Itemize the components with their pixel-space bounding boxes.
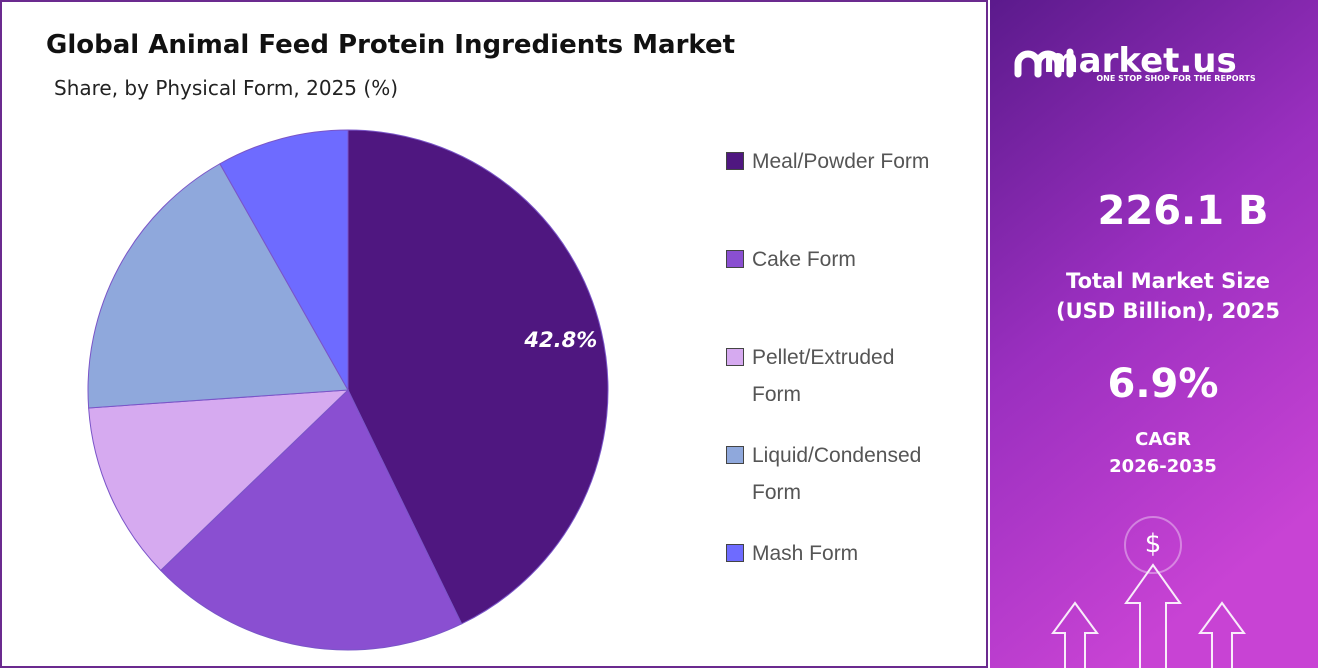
legend-swatch bbox=[726, 348, 744, 366]
legend-item: Liquid/Condensed Form bbox=[726, 437, 942, 511]
market-size-label: Total Market Size bbox=[1066, 269, 1270, 293]
slice-label: 42.8% bbox=[523, 328, 597, 352]
chart-subtitle: Share, by Physical Form, 2025 (%) bbox=[54, 76, 398, 100]
legend-swatch bbox=[726, 250, 744, 268]
info-panel: market.us ONE STOP SHOP FOR THE REPORTS … bbox=[990, 0, 1318, 668]
brand: market.us bbox=[1043, 41, 1237, 81]
pie: 42.8% bbox=[87, 129, 609, 651]
pie-slice bbox=[347, 129, 609, 625]
legend-item: Mash Form bbox=[726, 535, 942, 572]
market-size-label: (USD Billion), 2025 bbox=[1056, 299, 1280, 323]
legend-item: Meal/Powder Form bbox=[726, 143, 942, 180]
logo-icon bbox=[1014, 48, 1074, 78]
pie-slice bbox=[219, 129, 349, 392]
legend-swatch bbox=[726, 446, 744, 464]
legend-label: Mash Form bbox=[752, 542, 859, 565]
panel-bg bbox=[990, 0, 1318, 668]
legend-swatch bbox=[726, 152, 744, 170]
chart-area: Global Animal Feed Protein Ingredients M… bbox=[0, 0, 988, 668]
legend-label: Pellet/Extruded Form bbox=[752, 346, 895, 406]
chart-title: Global Animal Feed Protein Ingredients M… bbox=[46, 30, 736, 60]
pie-slice bbox=[87, 163, 349, 409]
cagr: 6.9% bbox=[1108, 361, 1219, 407]
legend-swatch bbox=[726, 544, 744, 562]
cagr-label: CAGR bbox=[1135, 429, 1191, 450]
market-size: 226.1 B bbox=[1098, 188, 1269, 234]
pie-slice bbox=[160, 389, 463, 651]
legend-item: Pellet/Extruded Form bbox=[726, 339, 942, 413]
legend-label: Meal/Powder Form bbox=[752, 150, 930, 173]
pie-slice bbox=[88, 389, 350, 572]
legend-item: Cake Form bbox=[726, 241, 942, 278]
cagr-label: 2026-2035 bbox=[1109, 456, 1217, 477]
dollar-icon: $ bbox=[1145, 529, 1162, 559]
arrows-decoration bbox=[1051, 516, 1246, 668]
legend-label: Liquid/Condensed Form bbox=[752, 444, 922, 504]
legend-label: Cake Form bbox=[752, 248, 856, 271]
tagline: ONE STOP SHOP FOR THE REPORTS bbox=[1096, 74, 1255, 83]
